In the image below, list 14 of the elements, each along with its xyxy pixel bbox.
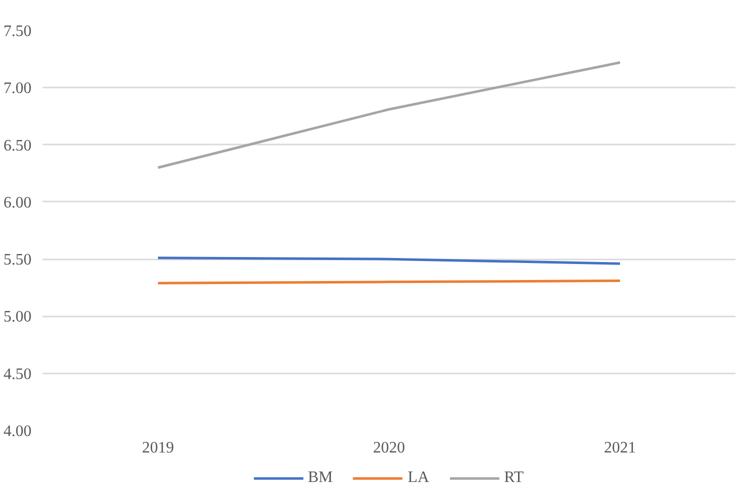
y-tick-label: 4.50 (4, 366, 32, 383)
x-tick-label: 2020 (373, 440, 405, 456)
y-tick-label: 5.00 (4, 308, 32, 326)
x-tick-label: 2021 (604, 440, 636, 456)
y-tick-label: 4.00 (4, 423, 32, 440)
y-tick-label: 7.00 (4, 80, 32, 98)
legend-label: RT (504, 468, 524, 486)
x-tick-label: 2019 (142, 440, 174, 456)
legend-label: BM (308, 468, 333, 486)
y-tick-label: 5.50 (4, 252, 32, 269)
y-tick-label: 7.50 (4, 23, 32, 40)
legend-label: LA (408, 468, 430, 486)
y-tick-label: 6.50 (4, 137, 32, 154)
y-tick-label: 6.00 (4, 194, 32, 212)
